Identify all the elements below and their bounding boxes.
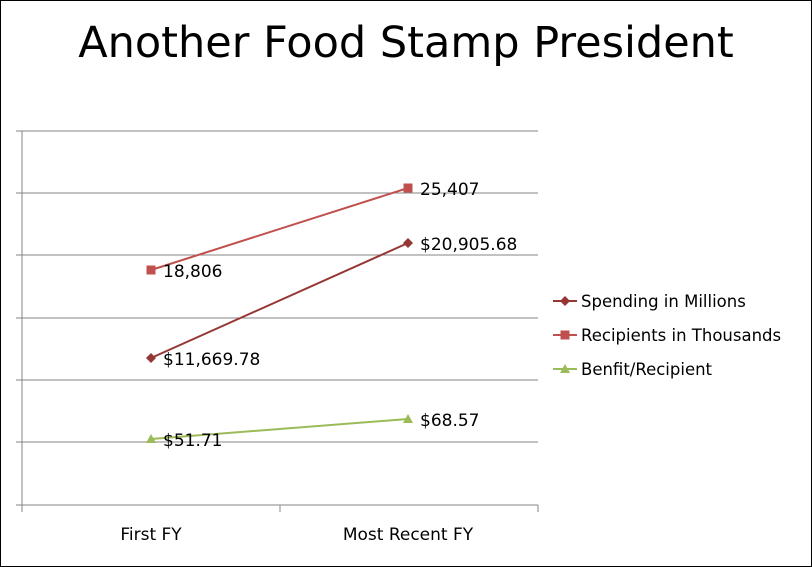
x-tick-label: Most Recent FY bbox=[343, 525, 474, 545]
data-label: 18,806 bbox=[163, 262, 222, 282]
legend-marker bbox=[560, 364, 570, 373]
legend-marker bbox=[560, 330, 570, 340]
series-line-recipients-in-thousands bbox=[150, 187, 409, 271]
data-point-benfit-recipient bbox=[403, 414, 413, 423]
data-point-recipients-in-thousands bbox=[403, 183, 413, 193]
data-label: $68.57 bbox=[420, 411, 479, 431]
series-line-spending-in-millions bbox=[150, 242, 409, 359]
x-tick-label: First FY bbox=[120, 525, 182, 545]
data-point-spending-in-millions bbox=[146, 353, 156, 363]
data-point-benfit-recipient bbox=[146, 434, 156, 443]
series-line-benfit-recipient bbox=[150, 418, 409, 440]
data-label: $51.71 bbox=[163, 431, 222, 451]
chart-title: Another Food Stamp President bbox=[78, 18, 734, 68]
legend-marker bbox=[560, 296, 570, 306]
legend-entry: Benfit/Recipient bbox=[581, 360, 713, 379]
data-label: $11,669.78 bbox=[163, 350, 260, 370]
data-point-recipients-in-thousands bbox=[146, 265, 156, 275]
legend-entry: Spending in Millions bbox=[581, 292, 746, 311]
legend-entry: Recipients in Thousands bbox=[581, 326, 781, 345]
data-label: $20,905.68 bbox=[420, 235, 517, 255]
data-point-spending-in-millions bbox=[403, 238, 413, 248]
data-label: 25,407 bbox=[420, 180, 479, 200]
